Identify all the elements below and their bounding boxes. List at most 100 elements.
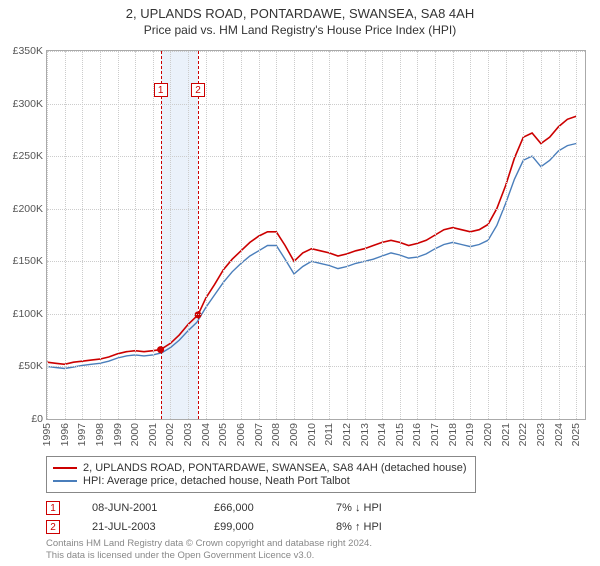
- page-title: 2, UPLANDS ROAD, PONTARDAWE, SWANSEA, SA…: [0, 6, 600, 21]
- gridline-v: [559, 51, 560, 419]
- gridline-v: [382, 51, 383, 419]
- x-axis-label: 2010: [306, 423, 318, 446]
- gridline-v: [223, 51, 224, 419]
- sale-row-2: 2 21-JUL-2003 £99,000 8% ↑ HPI: [46, 520, 586, 534]
- gridline-v: [259, 51, 260, 419]
- x-axis-label: 1998: [94, 423, 106, 446]
- sale-delta: 7% ↓ HPI: [336, 502, 426, 514]
- footer-attribution: Contains HM Land Registry data © Crown c…: [46, 538, 372, 562]
- gridline-v: [365, 51, 366, 419]
- gridline-v: [453, 51, 454, 419]
- gridline-v: [65, 51, 66, 419]
- x-axis-label: 2020: [482, 423, 494, 446]
- gridline-v: [488, 51, 489, 419]
- gridline-v: [523, 51, 524, 419]
- legend-swatch: [53, 467, 77, 469]
- gridline-h: [47, 156, 585, 157]
- gridline-v: [347, 51, 348, 419]
- x-axis-label: 2014: [376, 423, 388, 446]
- footer-line-2: This data is licensed under the Open Gov…: [46, 550, 314, 561]
- x-axis-label: 2001: [147, 423, 159, 446]
- legend-item: HPI: Average price, detached house, Neat…: [53, 475, 469, 487]
- x-axis-label: 2006: [235, 423, 247, 446]
- gridline-v: [118, 51, 119, 419]
- x-axis-label: 2003: [182, 423, 194, 446]
- x-axis-label: 2004: [200, 423, 212, 446]
- gridline-v: [153, 51, 154, 419]
- chart-svg: [47, 51, 585, 419]
- y-axis-label: £350K: [13, 45, 43, 57]
- gridline-v: [506, 51, 507, 419]
- x-axis-label: 2013: [359, 423, 371, 446]
- gridline-v: [400, 51, 401, 419]
- sale-date: 08-JUN-2001: [92, 502, 182, 514]
- sale-marker-line: [161, 51, 162, 419]
- x-axis-label: 2019: [464, 423, 476, 446]
- x-axis-label: 2017: [429, 423, 441, 446]
- legend-label: 2, UPLANDS ROAD, PONTARDAWE, SWANSEA, SA…: [83, 462, 467, 474]
- sale-row-1: 1 08-JUN-2001 £66,000 7% ↓ HPI: [46, 501, 586, 515]
- sale-delta: 8% ↑ HPI: [336, 521, 426, 533]
- sale-price: £66,000: [214, 502, 304, 514]
- x-axis-label: 2016: [411, 423, 423, 446]
- gridline-h: [47, 261, 585, 262]
- gridline-v: [170, 51, 171, 419]
- x-axis-label: 2007: [253, 423, 265, 446]
- sale-price: £99,000: [214, 521, 304, 533]
- gridline-v: [241, 51, 242, 419]
- gridline-v: [312, 51, 313, 419]
- page-subtitle: Price paid vs. HM Land Registry's House …: [0, 23, 600, 37]
- gridline-v: [541, 51, 542, 419]
- y-axis-label: £200K: [13, 203, 43, 215]
- x-axis-label: 2018: [447, 423, 459, 446]
- x-axis-label: 2009: [288, 423, 300, 446]
- x-axis-label: 2024: [553, 423, 565, 446]
- gridline-v: [276, 51, 277, 419]
- sale-marker-line: [198, 51, 199, 419]
- gridline-h: [47, 366, 585, 367]
- y-axis-label: £250K: [13, 150, 43, 162]
- gridline-h: [47, 51, 585, 52]
- legend-item: 2, UPLANDS ROAD, PONTARDAWE, SWANSEA, SA…: [53, 462, 469, 474]
- gridline-v: [206, 51, 207, 419]
- gridline-v: [100, 51, 101, 419]
- x-axis-label: 2002: [164, 423, 176, 446]
- gridline-v: [135, 51, 136, 419]
- y-axis-label: £300K: [13, 98, 43, 110]
- gridline-v: [435, 51, 436, 419]
- footer-line-1: Contains HM Land Registry data © Crown c…: [46, 538, 372, 549]
- gridline-v: [470, 51, 471, 419]
- sale-date: 21-JUL-2003: [92, 521, 182, 533]
- x-axis-label: 2021: [500, 423, 512, 446]
- sale-marker-2: 2: [46, 520, 60, 534]
- x-axis-label: 1999: [112, 423, 124, 446]
- y-axis-label: £100K: [13, 308, 43, 320]
- legend-swatch: [53, 480, 77, 482]
- gridline-h: [47, 209, 585, 210]
- y-axis-label: £50K: [18, 360, 43, 372]
- x-axis-label: 1997: [76, 423, 88, 446]
- legend-label: HPI: Average price, detached house, Neat…: [83, 475, 350, 487]
- sale-marker-1: 1: [46, 501, 60, 515]
- x-axis-label: 2000: [129, 423, 141, 446]
- x-axis-label: 2011: [323, 423, 335, 446]
- gridline-h: [47, 314, 585, 315]
- sale-marker-box: 2: [191, 83, 205, 97]
- price-chart: £0£50K£100K£150K£200K£250K£300K£350K1995…: [46, 50, 586, 420]
- gridline-v: [82, 51, 83, 419]
- x-axis-label: 2015: [394, 423, 406, 446]
- x-axis-label: 2023: [535, 423, 547, 446]
- sale-marker-box: 1: [154, 83, 168, 97]
- x-axis-label: 2008: [270, 423, 282, 446]
- x-axis-label: 2022: [517, 423, 529, 446]
- chart-legend: 2, UPLANDS ROAD, PONTARDAWE, SWANSEA, SA…: [46, 456, 476, 493]
- x-axis-label: 1996: [59, 423, 71, 446]
- x-axis-label: 2012: [341, 423, 353, 446]
- gridline-v: [329, 51, 330, 419]
- x-axis-label: 1995: [41, 423, 53, 446]
- gridline-v: [188, 51, 189, 419]
- gridline-v: [576, 51, 577, 419]
- y-axis-label: £150K: [13, 255, 43, 267]
- x-axis-label: 2005: [217, 423, 229, 446]
- gridline-v: [47, 51, 48, 419]
